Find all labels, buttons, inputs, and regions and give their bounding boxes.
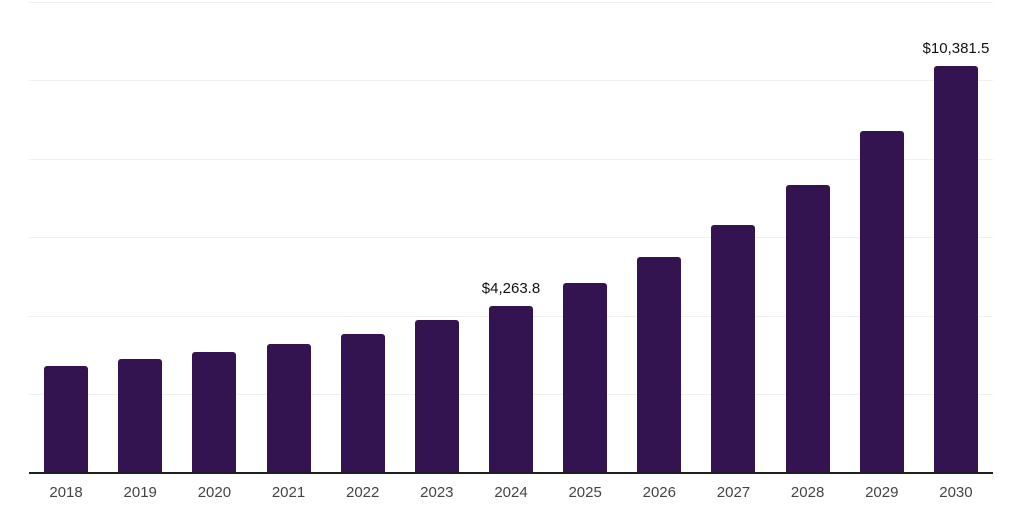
bar-2028 xyxy=(785,184,830,473)
x-axis-label-2026: 2026 xyxy=(642,484,676,501)
gridline xyxy=(29,80,993,81)
x-axis-label-2027: 2027 xyxy=(716,484,751,501)
x-axis-line xyxy=(29,472,993,474)
x-axis-label-2029: 2029 xyxy=(865,484,899,501)
x-axis-label-2019: 2019 xyxy=(123,484,157,501)
gridline xyxy=(29,237,993,238)
bar-2027 xyxy=(711,224,756,473)
bar-2030 xyxy=(933,65,978,473)
x-axis-label-2025: 2025 xyxy=(568,484,602,501)
x-axis-label-2024: 2024 xyxy=(494,484,528,501)
bar-2018 xyxy=(44,366,89,473)
x-axis-label-2022: 2022 xyxy=(346,484,380,501)
x-axis-label-2023: 2023 xyxy=(420,484,454,501)
bar-2019 xyxy=(118,358,163,473)
bar-2023 xyxy=(414,319,459,473)
gridline xyxy=(29,158,993,160)
x-axis-label-2030: 2030 xyxy=(939,484,973,501)
data-label-2030: $10,381.5 xyxy=(922,39,990,57)
bar-2026 xyxy=(637,257,682,473)
x-axis-label-2018: 2018 xyxy=(49,484,83,501)
x-axis-label-2028: 2028 xyxy=(790,484,825,501)
data-label-2024: $4,263.8 xyxy=(481,279,541,297)
gridline xyxy=(29,1,993,3)
bar-2021 xyxy=(266,343,311,473)
bar-2025 xyxy=(563,282,608,473)
bar-2022 xyxy=(340,334,385,473)
bar-2029 xyxy=(859,130,904,473)
x-axis-label-2020: 2020 xyxy=(197,484,232,501)
bar-2024 xyxy=(489,305,533,473)
bar-2020 xyxy=(192,351,237,473)
x-axis-label-2021: 2021 xyxy=(271,484,306,501)
